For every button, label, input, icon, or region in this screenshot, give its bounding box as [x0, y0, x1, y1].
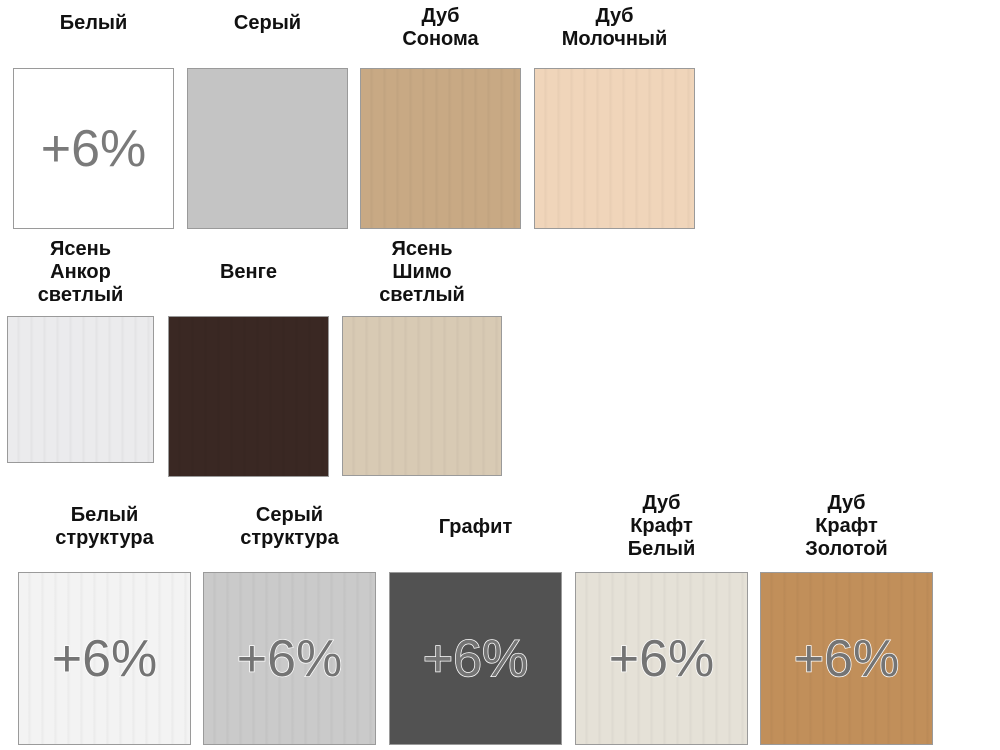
- swatch-label: Серый структура: [240, 504, 339, 549]
- color-swatch: +6%: [203, 572, 376, 745]
- color-swatch: +6%: [18, 572, 191, 745]
- color-swatch: +6%: [389, 572, 562, 745]
- color-swatch: +6%: [575, 572, 748, 745]
- color-swatch: +6%: [13, 68, 174, 229]
- swatch-label: Графит: [438, 516, 513, 538]
- surcharge-badge: +6%: [51, 629, 158, 689]
- surcharge-badge: +6%: [236, 629, 343, 689]
- swatch-label: Белый структура: [55, 504, 154, 549]
- color-swatch: +6%: [760, 572, 933, 745]
- swatch-label: Белый: [59, 12, 128, 34]
- swatch-label: Дуб Сонома: [402, 5, 479, 50]
- color-swatch: [187, 68, 348, 229]
- swatch-label: Дуб Крафт Белый: [627, 492, 696, 560]
- swatch-label: Дуб Молочный: [561, 5, 668, 50]
- color-swatch: [168, 316, 329, 477]
- swatch-label: Дуб Крафт Золотой: [805, 492, 888, 560]
- swatch-label: Венге: [219, 261, 278, 283]
- surcharge-badge: +6%: [608, 629, 715, 689]
- color-swatch: [534, 68, 695, 229]
- swatch-label: Ясень Шимо светлый: [379, 238, 465, 306]
- color-swatch: [342, 316, 502, 476]
- color-swatch: [7, 316, 154, 463]
- swatch-label: Ясень Анкор светлый: [37, 238, 124, 306]
- surcharge-badge: +6%: [422, 629, 529, 689]
- color-swatch: [360, 68, 521, 229]
- surcharge-badge: +6%: [793, 629, 900, 689]
- swatch-label: Серый: [233, 12, 302, 34]
- surcharge-badge: +6%: [40, 119, 147, 178]
